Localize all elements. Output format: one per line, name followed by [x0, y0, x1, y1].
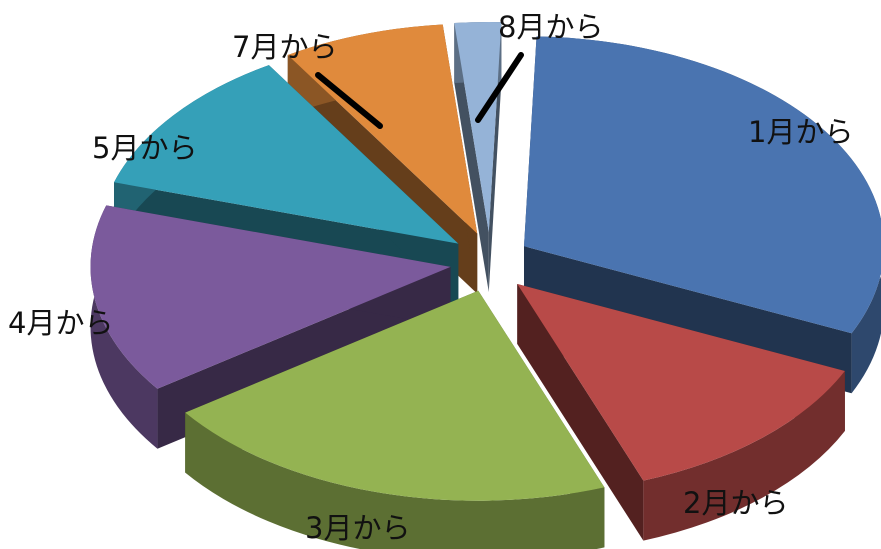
pie-slice-3	[185, 290, 605, 549]
pie-slice-2	[517, 283, 845, 541]
leader-line-7	[315, 72, 383, 129]
pie-slice-1	[524, 36, 881, 394]
pie-slice-7	[454, 22, 502, 293]
slice-label-3: 3月から	[305, 511, 410, 545]
slice-label-4: 4月から	[8, 306, 113, 340]
slice-label-7: 7月から	[232, 30, 337, 64]
pie-slices	[90, 22, 881, 549]
slice-label-8: 8月から	[498, 10, 603, 44]
leader-line-8	[475, 52, 524, 123]
slice-label-5: 5月から	[92, 131, 197, 165]
slice-label-1: 1月から	[748, 115, 853, 149]
slice-label-2: 2月から	[683, 486, 788, 520]
